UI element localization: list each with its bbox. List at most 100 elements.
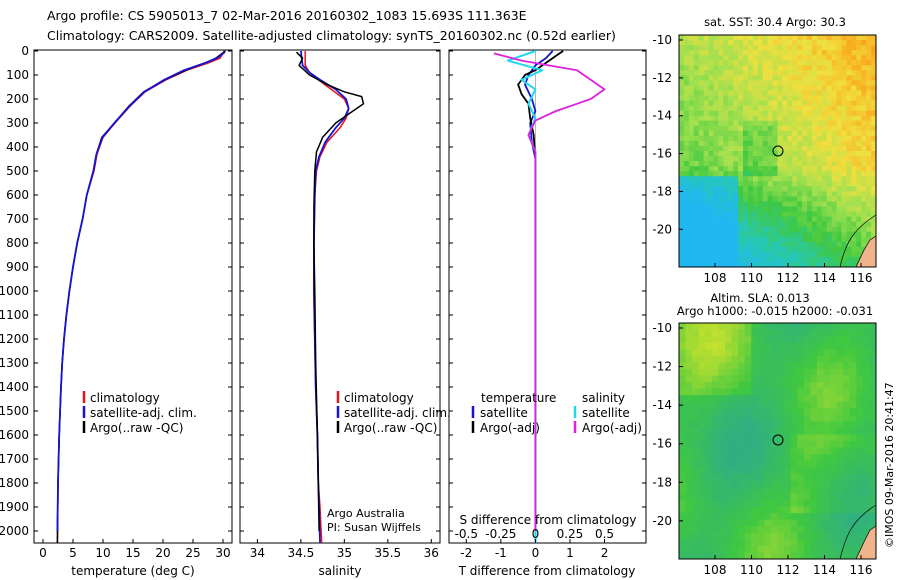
sla-cell (679, 375, 686, 383)
sst-cell (747, 186, 754, 192)
sst-cell (693, 70, 700, 76)
sla-cell (843, 500, 851, 507)
sst-cell (871, 226, 877, 233)
sla-cell (770, 336, 778, 344)
sst-cell (846, 75, 852, 81)
sla-cell (823, 532, 831, 540)
sst-cell (757, 161, 764, 167)
sla-cell (862, 368, 870, 376)
sst-cell (846, 90, 852, 96)
sla-cell (744, 395, 752, 403)
sla-cell (836, 434, 844, 442)
sst-cell (747, 256, 754, 263)
sst-cell (861, 95, 867, 101)
sst-cell (752, 161, 759, 167)
sla-cell (744, 447, 752, 455)
sla-cell (803, 388, 811, 396)
sst-cell (688, 50, 695, 56)
sla-cell (816, 486, 824, 494)
sst-cell (723, 105, 729, 112)
sst-cell (777, 236, 783, 243)
sst-cell (792, 135, 798, 142)
sla-cell (724, 454, 732, 462)
map-x-tick-label: 112 (777, 271, 800, 285)
sst-cell (777, 151, 783, 157)
sla-cell (692, 441, 700, 448)
sla-cell (823, 349, 831, 357)
sst-cell (772, 35, 778, 41)
sst-cell (816, 65, 823, 71)
sst-cell (757, 120, 764, 127)
sla-cell (738, 414, 746, 422)
sst-cell (772, 80, 778, 86)
sst-cell (767, 140, 773, 147)
sla-cell (744, 532, 752, 540)
sla-cell (810, 447, 818, 455)
sla-cell (797, 375, 805, 383)
sla-cell (705, 539, 713, 547)
sst-cell (826, 60, 833, 66)
sla-cell (731, 382, 739, 389)
sst-cell (841, 145, 847, 152)
sst-cell (738, 50, 744, 56)
depth-tick-label: 1800 (0, 476, 29, 490)
sst-cell (698, 130, 705, 137)
sla-cell (692, 329, 700, 337)
sst-cell (866, 176, 872, 182)
sla-cell (770, 447, 778, 455)
sla-cell (810, 441, 818, 448)
sla-cell (731, 421, 739, 429)
sst-cell (782, 161, 788, 167)
sla-cell (685, 362, 693, 370)
sla-cell (685, 552, 693, 560)
sst-cell (802, 151, 808, 157)
sst-cell (713, 261, 719, 268)
sst-cell (733, 191, 739, 197)
sst-cell (816, 201, 823, 207)
sla-cell (836, 408, 844, 416)
sst-cell (787, 236, 793, 243)
sst-cell (831, 151, 837, 157)
sla-cell (830, 519, 837, 527)
sst-cell (767, 226, 773, 233)
sst-cell (713, 206, 719, 212)
sla-cell (692, 434, 700, 442)
sst-cell (767, 40, 773, 46)
sst-cell (767, 80, 773, 86)
sst-cell (772, 95, 778, 101)
sla-cell (724, 519, 732, 527)
sla-cell (869, 329, 877, 337)
sst-cell (728, 130, 734, 137)
sst-cell (836, 156, 842, 162)
sla-cell (731, 427, 739, 435)
sla-cell (790, 552, 798, 560)
sst-cell (826, 246, 833, 253)
sst-cell (718, 105, 724, 112)
sst-cell (802, 110, 808, 117)
sla-cell (849, 454, 857, 462)
sla-cell (849, 493, 857, 501)
sst-cell (797, 105, 803, 112)
sla-cell (777, 434, 785, 442)
sst-cell (693, 90, 700, 96)
sst-cell (816, 70, 823, 76)
sla-cell (718, 493, 726, 501)
sla-cell (790, 382, 798, 389)
sst-cell (807, 156, 813, 162)
sst-cell (767, 115, 773, 122)
sla-cell (862, 388, 870, 396)
sla-cell (862, 526, 870, 534)
sst-cell (708, 145, 714, 152)
sla-cell (803, 395, 811, 403)
sla-cell (698, 349, 706, 357)
sla-cell (797, 323, 805, 330)
sst-cell (851, 100, 857, 107)
sst-cell (841, 256, 847, 263)
sst-cell (871, 35, 877, 41)
sst-cell (703, 55, 709, 61)
sst-cell (683, 70, 690, 76)
sst-cell (777, 166, 783, 172)
sst-cell (713, 186, 719, 192)
sst-cell (747, 130, 754, 137)
sst-cell (752, 166, 759, 172)
